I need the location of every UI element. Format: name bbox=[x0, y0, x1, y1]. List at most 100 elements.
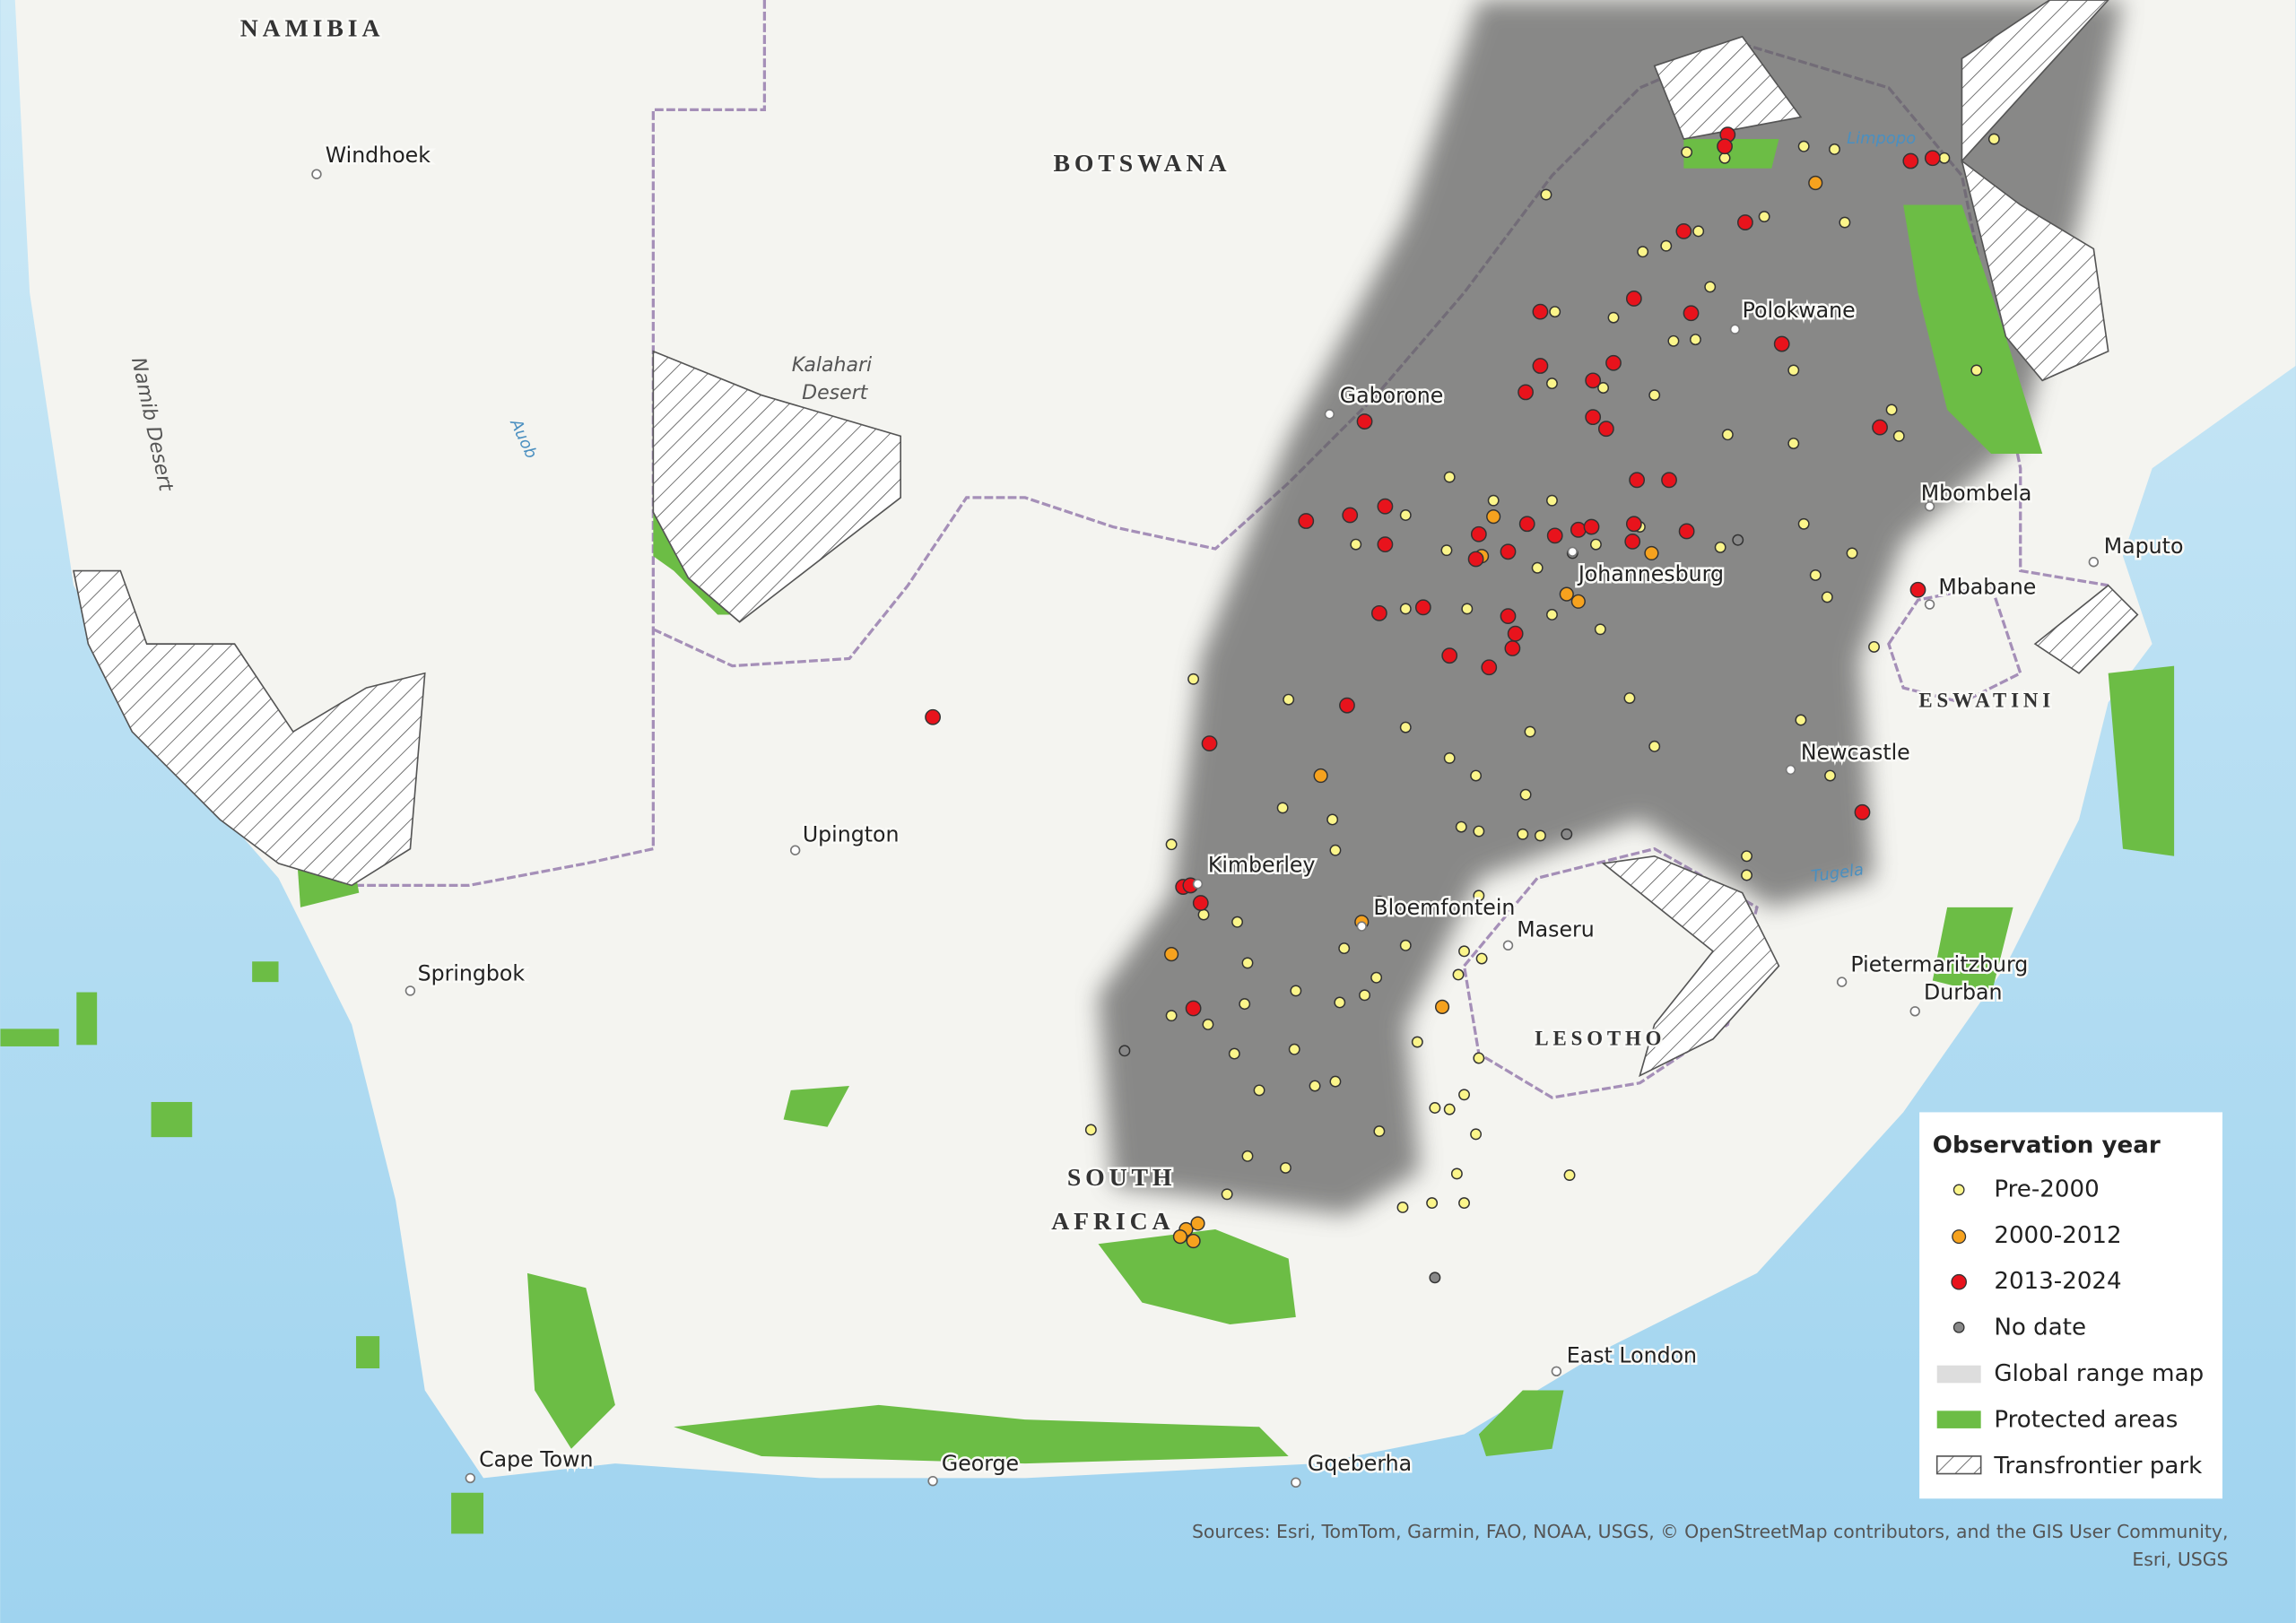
legend-symbol bbox=[1952, 1184, 1965, 1196]
observation-point bbox=[1692, 225, 1705, 238]
observation-point bbox=[1532, 358, 1549, 374]
observation-point bbox=[1241, 1150, 1254, 1162]
observation-point bbox=[1540, 188, 1552, 201]
observation-point bbox=[1399, 603, 1412, 615]
observation-point bbox=[1546, 378, 1558, 390]
river-label: Limpopo bbox=[1847, 129, 1916, 148]
observation-point bbox=[1787, 364, 1800, 377]
observation-point bbox=[1717, 138, 1733, 155]
observation-point bbox=[1197, 908, 1210, 921]
observation-point bbox=[1605, 354, 1622, 371]
observation-point bbox=[1644, 545, 1659, 561]
legend-label: 2000-2012 bbox=[1994, 1222, 2121, 1249]
observation-point bbox=[1441, 647, 1458, 664]
observation-point bbox=[1623, 692, 1636, 704]
observation-point bbox=[1470, 1128, 1483, 1141]
legend: Observation year Pre-2000 2000-2012 2013-2… bbox=[1919, 1112, 2222, 1499]
observation-point bbox=[1172, 1229, 1187, 1245]
observation-point bbox=[1675, 222, 1692, 239]
city-labels: Windhoek Gaborone Polokwane Johannesburg Mbo… bbox=[323, 141, 2186, 1479]
observation-point bbox=[1221, 1188, 1233, 1201]
observation-point bbox=[1326, 813, 1339, 826]
observation-point bbox=[1339, 697, 1355, 714]
observation-point bbox=[1808, 175, 1823, 191]
observation-point bbox=[1487, 494, 1500, 507]
observation-point bbox=[1165, 838, 1178, 851]
observation-point bbox=[1164, 947, 1179, 962]
observation-point bbox=[1228, 1047, 1240, 1060]
observation-point bbox=[1704, 281, 1717, 293]
observation-point bbox=[1356, 413, 1373, 430]
observation-point bbox=[1298, 513, 1315, 529]
attribution: Esri, USGS bbox=[2132, 1549, 2228, 1570]
observation-point bbox=[1741, 869, 1752, 881]
observation-point bbox=[1429, 1102, 1441, 1114]
observation-point bbox=[1689, 334, 1701, 346]
observation-point bbox=[1625, 291, 1642, 307]
observation-point bbox=[1625, 516, 1642, 533]
legend-symbol bbox=[1952, 1321, 1965, 1333]
observation-point bbox=[1839, 216, 1851, 229]
observation-point bbox=[1585, 372, 1602, 389]
observation-point bbox=[1987, 133, 2000, 145]
observation-point bbox=[1329, 844, 1342, 856]
observation-point bbox=[1846, 547, 1858, 560]
observation-point bbox=[1624, 533, 1641, 550]
observation-point bbox=[1924, 150, 1941, 167]
city-label: Cape Town bbox=[479, 1446, 593, 1471]
observation-point bbox=[1518, 516, 1535, 533]
city-label: Springbok bbox=[418, 960, 526, 985]
attribution: Sources: Esri, TomTom, Garmin, FAO, NOAA… bbox=[1192, 1521, 2229, 1542]
city-label: Upington bbox=[803, 821, 900, 846]
observation-point bbox=[1467, 551, 1484, 568]
observation-point bbox=[1185, 1000, 1202, 1017]
observation-point bbox=[1443, 751, 1456, 764]
city-label: Maseru bbox=[1517, 917, 1595, 942]
city-label: Kimberley bbox=[1208, 853, 1316, 878]
observation-point bbox=[1829, 143, 1840, 155]
observation-point bbox=[1288, 1043, 1300, 1055]
observation-point bbox=[925, 708, 941, 725]
observation-point bbox=[1570, 594, 1586, 609]
observation-point bbox=[1546, 527, 1563, 544]
observation-point bbox=[1546, 494, 1558, 507]
observation-point bbox=[1450, 1167, 1463, 1180]
observation-point bbox=[1534, 829, 1546, 842]
observation-point bbox=[1473, 1052, 1485, 1064]
observation-point bbox=[1683, 305, 1700, 322]
legend-label: Global range map bbox=[1994, 1360, 2204, 1387]
observation-point bbox=[1585, 409, 1602, 426]
observation-point bbox=[1549, 306, 1561, 318]
observation-point bbox=[1583, 518, 1600, 535]
observation-point bbox=[1373, 895, 1386, 907]
observation-point bbox=[1507, 625, 1524, 642]
observation-point bbox=[1637, 246, 1649, 258]
observation-point bbox=[1241, 957, 1254, 969]
observation-point bbox=[1461, 603, 1474, 615]
observation-point bbox=[1597, 421, 1614, 438]
legend-label: Pre-2000 bbox=[1994, 1176, 2099, 1202]
observation-point bbox=[1714, 541, 1726, 553]
country-label: LESOTHO bbox=[1535, 1028, 1665, 1050]
observation-point bbox=[1192, 895, 1209, 911]
observation-point bbox=[1165, 1010, 1178, 1022]
observation-point bbox=[1279, 1161, 1292, 1174]
observation-point bbox=[1470, 769, 1483, 782]
city-label: Newcastle bbox=[1801, 740, 1910, 765]
legend-symbol bbox=[1951, 1273, 1967, 1290]
observation-point bbox=[1377, 498, 1394, 515]
city-label: Polokwane bbox=[1743, 298, 1856, 323]
observation-point bbox=[1519, 788, 1532, 801]
observation-point bbox=[1667, 334, 1680, 347]
observation-point bbox=[1773, 335, 1790, 352]
city-label: George bbox=[942, 1451, 1019, 1476]
observation-point bbox=[1854, 803, 1871, 820]
observation-point bbox=[1607, 311, 1620, 324]
city-label: Mbombela bbox=[1921, 481, 2032, 506]
observation-point bbox=[1359, 989, 1370, 1002]
protected-areas bbox=[0, 139, 2175, 1534]
observation-point bbox=[1821, 591, 1833, 603]
city-label: Windhoek bbox=[326, 143, 430, 168]
observation-point bbox=[1473, 890, 1485, 902]
observation-point bbox=[1797, 517, 1810, 530]
